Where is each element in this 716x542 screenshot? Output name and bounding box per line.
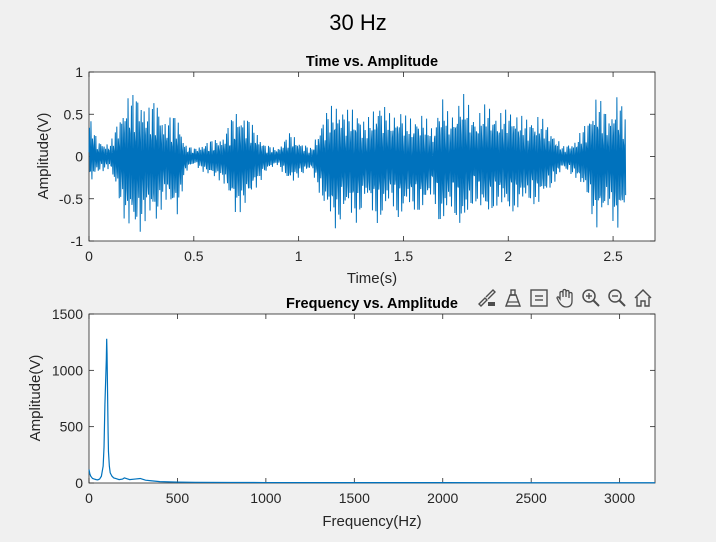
- y-tick-label: 1: [75, 64, 83, 80]
- x-tick-label: 2500: [516, 490, 547, 506]
- figure-title: 30 Hz: [329, 10, 386, 35]
- y-tick-label: -0.5: [59, 191, 83, 207]
- home-restore-view-icon[interactable]: [630, 286, 655, 310]
- x-tick-label: 2000: [427, 490, 458, 506]
- x-tick-label: 1000: [250, 490, 281, 506]
- frequency-plot-title: Frequency vs. Amplitude: [286, 296, 458, 312]
- frequency-amplitude-axes[interactable]: Frequency vs. Amplitude Frequency(Hz) Am…: [27, 296, 656, 530]
- x-tick-label: 500: [166, 490, 190, 506]
- y-tick-label: 0.5: [64, 106, 84, 122]
- frequency-axes-box: [88, 313, 656, 484]
- y-tick-label: 1500: [52, 306, 83, 322]
- zoom-out-icon[interactable]: [604, 286, 629, 310]
- frequency-y-label: Amplitude(V): [27, 355, 44, 442]
- y-tick-label: -1: [71, 233, 84, 249]
- brush-data-icon[interactable]: [474, 286, 499, 310]
- zoom-in-icon[interactable]: [578, 286, 603, 310]
- x-tick-label: 1500: [339, 490, 370, 506]
- x-tick-label: 0: [85, 490, 93, 506]
- time-amplitude-axes[interactable]: Time vs. Amplitude Time(s) Amplitude(V) …: [35, 54, 656, 287]
- y-tick-label: 1000: [52, 362, 83, 378]
- y-tick-label: 500: [60, 419, 84, 435]
- legend-toggle-icon[interactable]: [526, 286, 551, 310]
- y-tick-label: 0: [75, 149, 83, 165]
- spectrum-line: [88, 338, 655, 484]
- x-tick-label: 1.5: [394, 248, 414, 264]
- y-tick-label: 0: [75, 475, 83, 491]
- x-tick-label: 0: [85, 248, 93, 264]
- x-tick-label: 2.5: [603, 248, 623, 264]
- x-tick-label: 3000: [604, 490, 635, 506]
- pan-icon[interactable]: [552, 286, 577, 310]
- axes-toolbar: [474, 286, 655, 310]
- time-x-label: Time(s): [347, 270, 397, 287]
- x-tick-label: 1: [295, 248, 303, 264]
- time-plot-title: Time vs. Amplitude: [306, 54, 438, 70]
- x-tick-label: 0.5: [184, 248, 204, 264]
- time-signal-line: [88, 94, 627, 232]
- x-tick-label: 2: [504, 248, 512, 264]
- frequency-x-label: Frequency(Hz): [322, 513, 421, 530]
- data-tips-icon[interactable]: [500, 286, 525, 310]
- time-y-label: Amplitude(V): [35, 113, 52, 200]
